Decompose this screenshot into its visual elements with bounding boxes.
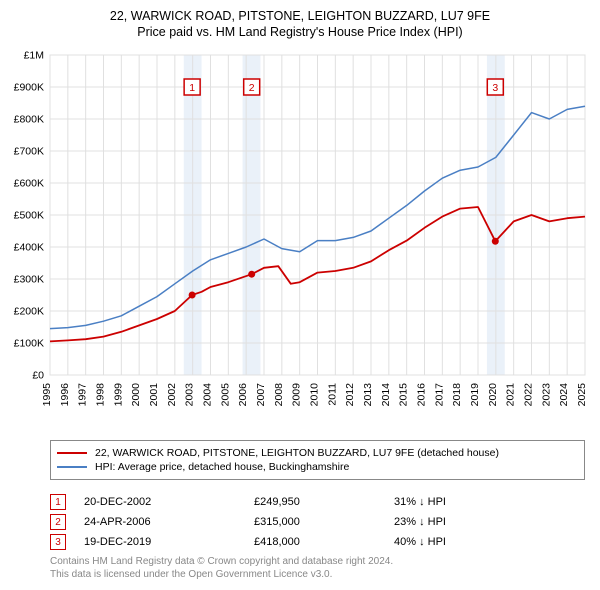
x-tick-label: 2013 [362,383,374,407]
attribution-line2: This data is licensed under the Open Gov… [50,568,585,581]
title-line2: Price paid vs. HM Land Registry's House … [0,24,600,40]
footnote-price: £315,000 [254,516,394,528]
x-tick-label: 1995 [41,383,53,407]
title-line1: 22, WARWICK ROAD, PITSTONE, LEIGHTON BUZ… [0,8,600,24]
attribution: Contains HM Land Registry data © Crown c… [50,555,585,581]
x-tick-label: 2005 [219,383,231,407]
footnote-date: 24-APR-2006 [84,516,254,528]
x-tick-label: 1999 [112,383,124,407]
legend-label: 22, WARWICK ROAD, PITSTONE, LEIGHTON BUZ… [95,447,499,459]
x-tick-label: 2010 [309,383,321,407]
footnote-row: 3 19-DEC-2019£418,00040% ↓ HPI [50,534,585,550]
x-tick-label: 2006 [237,383,249,407]
x-tick-label: 2009 [291,383,303,407]
footnote-date: 19-DEC-2019 [84,536,254,548]
marker-dot [492,238,499,245]
footnote-marker-box: 2 [50,514,66,530]
x-tick-label: 2001 [148,383,160,407]
x-tick-label: 2008 [273,383,285,407]
footnote-pct: 23% ↓ HPI [394,516,514,528]
x-tick-label: 2025 [576,383,588,407]
x-tick-label: 2018 [451,383,463,407]
chart-area: £0£100K£200K£300K£400K£500K£600K£700K£80… [50,55,585,405]
x-tick-label: 2020 [487,383,499,407]
footnote-marker-box: 1 [50,494,66,510]
footnote-date: 20-DEC-2002 [84,496,254,508]
marker-label-text: 1 [189,82,195,94]
y-tick-label: £300K [14,274,44,286]
x-tick-label: 2021 [505,383,517,407]
x-tick-label: 2014 [380,383,392,407]
x-tick-label: 2022 [523,383,535,407]
x-tick-label: 1996 [59,383,71,407]
footnote-pct: 40% ↓ HPI [394,536,514,548]
x-tick-label: 2003 [184,383,196,407]
x-tick-label: 2007 [255,383,267,407]
title-block: 22, WARWICK ROAD, PITSTONE, LEIGHTON BUZ… [0,0,600,41]
x-tick-label: 2000 [130,383,142,407]
x-tick-label: 2017 [433,383,445,407]
x-tick-label: 1998 [95,383,107,407]
x-tick-label: 2011 [326,383,338,406]
attribution-line1: Contains HM Land Registry data © Crown c… [50,555,585,568]
marker-label-text: 2 [249,82,255,94]
legend-row: 22, WARWICK ROAD, PITSTONE, LEIGHTON BUZ… [57,447,578,459]
x-tick-label: 2002 [166,383,178,407]
footnote-row: 2 24-APR-2006£315,00023% ↓ HPI [50,514,585,530]
y-tick-label: £900K [14,82,44,94]
x-tick-label: 2024 [558,383,570,407]
x-tick-label: 2023 [540,383,552,407]
y-tick-label: £100K [14,338,44,350]
footnote-price: £249,950 [254,496,394,508]
x-tick-label: 2004 [202,383,214,407]
footnote-marker-box: 3 [50,534,66,550]
legend-box: 22, WARWICK ROAD, PITSTONE, LEIGHTON BUZ… [50,440,585,480]
chart-container: 22, WARWICK ROAD, PITSTONE, LEIGHTON BUZ… [0,0,600,590]
footnote-pct: 31% ↓ HPI [394,496,514,508]
y-tick-label: £0 [32,370,44,382]
legend-swatch [57,452,87,454]
marker-dot [248,271,255,278]
y-tick-label: £700K [14,146,44,158]
x-tick-label: 2012 [344,383,356,407]
y-tick-label: £400K [14,242,44,254]
x-tick-label: 1997 [77,383,89,407]
y-tick-label: £500K [14,210,44,222]
legend-swatch [57,466,87,468]
x-tick-label: 2019 [469,383,481,407]
legend-row: HPI: Average price, detached house, Buck… [57,461,578,473]
y-tick-label: £800K [14,114,44,126]
x-tick-label: 2016 [416,383,428,407]
y-tick-label: £200K [14,306,44,318]
y-tick-label: £1M [24,50,44,62]
marker-footnotes: 1 20-DEC-2002£249,95031% ↓ HPI 2 24-APR-200… [50,490,585,554]
marker-dot [189,292,196,299]
marker-label-text: 3 [492,82,498,94]
footnote-price: £418,000 [254,536,394,548]
chart-svg: £0£100K£200K£300K£400K£500K£600K£700K£80… [50,55,585,405]
legend-label: HPI: Average price, detached house, Buck… [95,461,349,473]
x-tick-label: 2015 [398,383,410,407]
y-tick-label: £600K [14,178,44,190]
footnote-row: 1 20-DEC-2002£249,95031% ↓ HPI [50,494,585,510]
